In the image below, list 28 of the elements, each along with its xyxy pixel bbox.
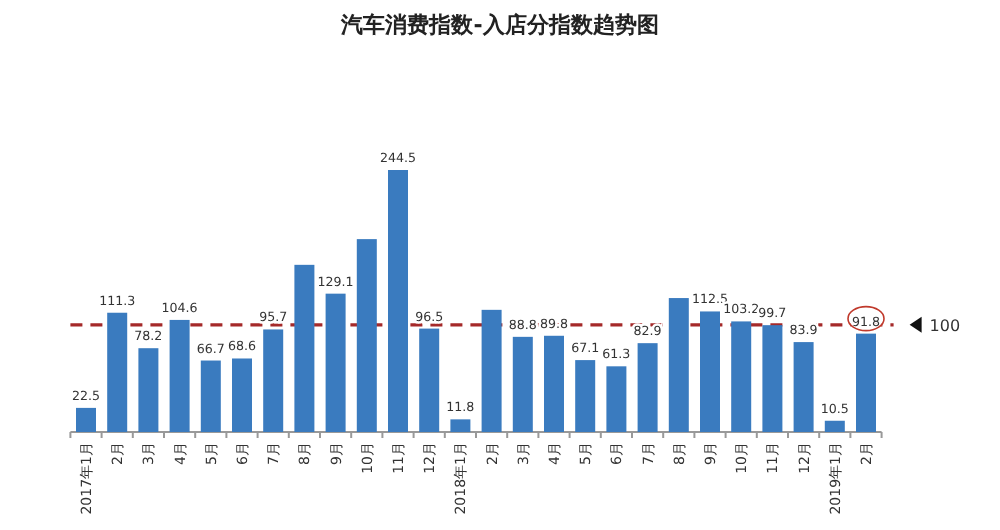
- ref-line-label: 100: [929, 316, 961, 335]
- bar: [200, 360, 221, 432]
- bar: [793, 342, 814, 432]
- bar: [138, 348, 159, 432]
- bar: [762, 325, 783, 432]
- bar: [450, 419, 471, 432]
- bar: [824, 420, 845, 432]
- bar: [575, 360, 596, 432]
- bar: [637, 343, 658, 432]
- bar: [419, 328, 440, 432]
- bar: [512, 336, 533, 432]
- bar: [700, 311, 720, 432]
- bar: [263, 329, 284, 432]
- bar: [232, 358, 252, 432]
- bar: [325, 293, 346, 432]
- bar: [76, 407, 96, 432]
- bar: [388, 170, 408, 432]
- bar: [294, 264, 315, 432]
- bar: [107, 312, 128, 432]
- bar: [356, 239, 377, 432]
- bar: [856, 333, 876, 432]
- bar: [606, 366, 627, 432]
- chart-title: 汽车消费指数-入店分指数趋势图: [339, 12, 659, 38]
- bar: [668, 298, 689, 432]
- bar: [544, 335, 564, 432]
- bar: [481, 309, 502, 432]
- bar: [731, 321, 752, 432]
- bar: [169, 319, 190, 432]
